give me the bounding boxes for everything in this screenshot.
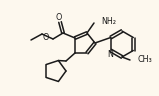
Text: NH₂: NH₂ [101,17,116,26]
Text: N: N [107,50,113,59]
Text: O: O [43,33,49,41]
Text: CH₃: CH₃ [137,55,152,65]
Text: O: O [56,13,62,22]
